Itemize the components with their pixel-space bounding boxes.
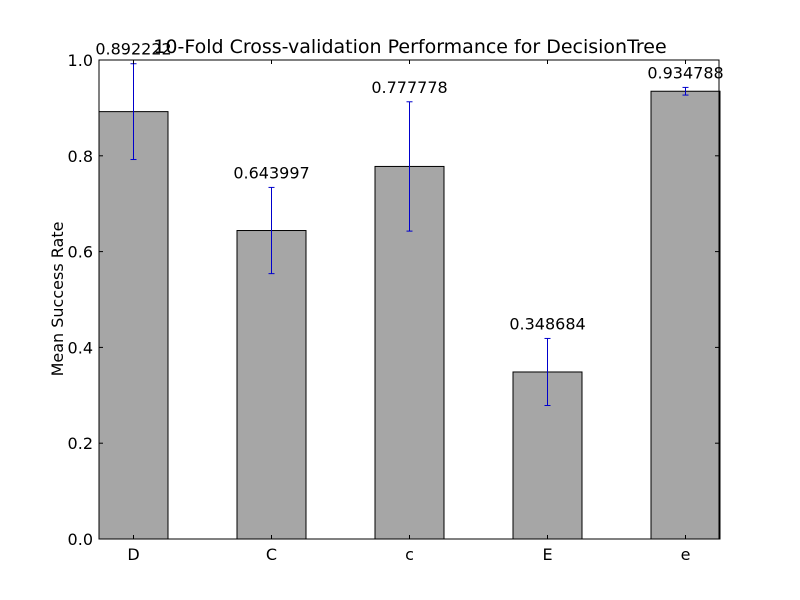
data-labels-group: 0.892222 0.643997 0.777778 0.348684 0.934788 <box>95 40 723 334</box>
y-tick-label-3: 0.6 <box>68 243 93 262</box>
x-tick-label-D: D <box>127 545 139 564</box>
data-label-E: 0.348684 <box>509 314 585 333</box>
y-tick-label-1: 0.2 <box>68 434 93 453</box>
data-label-D: 0.892222 <box>95 40 171 59</box>
y-tick-label-2: 0.4 <box>68 338 93 357</box>
y-axis-label: Mean Success Rate <box>48 222 67 377</box>
x-tick-label-C: C <box>266 545 277 564</box>
x-tick-label-c: c <box>405 545 414 564</box>
x-tick-label-e: e <box>681 545 691 564</box>
y-tick-label-0: 0.0 <box>68 530 93 549</box>
plot-frame <box>98 59 720 540</box>
data-label-C: 0.643997 <box>233 163 309 182</box>
bar-C <box>236 230 307 540</box>
bar-D <box>98 111 169 540</box>
y-tick-label-4: 0.8 <box>68 147 93 166</box>
x-tick-label-E: E <box>542 545 552 564</box>
error-bars-group <box>130 63 689 407</box>
data-label-c: 0.777778 <box>371 78 447 97</box>
y-tick-label-5: 1.0 <box>68 51 93 70</box>
chart-title: 10-Fold Cross-validation Performance for… <box>153 36 666 58</box>
bar-e <box>650 90 721 540</box>
data-label-e: 0.934788 <box>647 63 723 82</box>
